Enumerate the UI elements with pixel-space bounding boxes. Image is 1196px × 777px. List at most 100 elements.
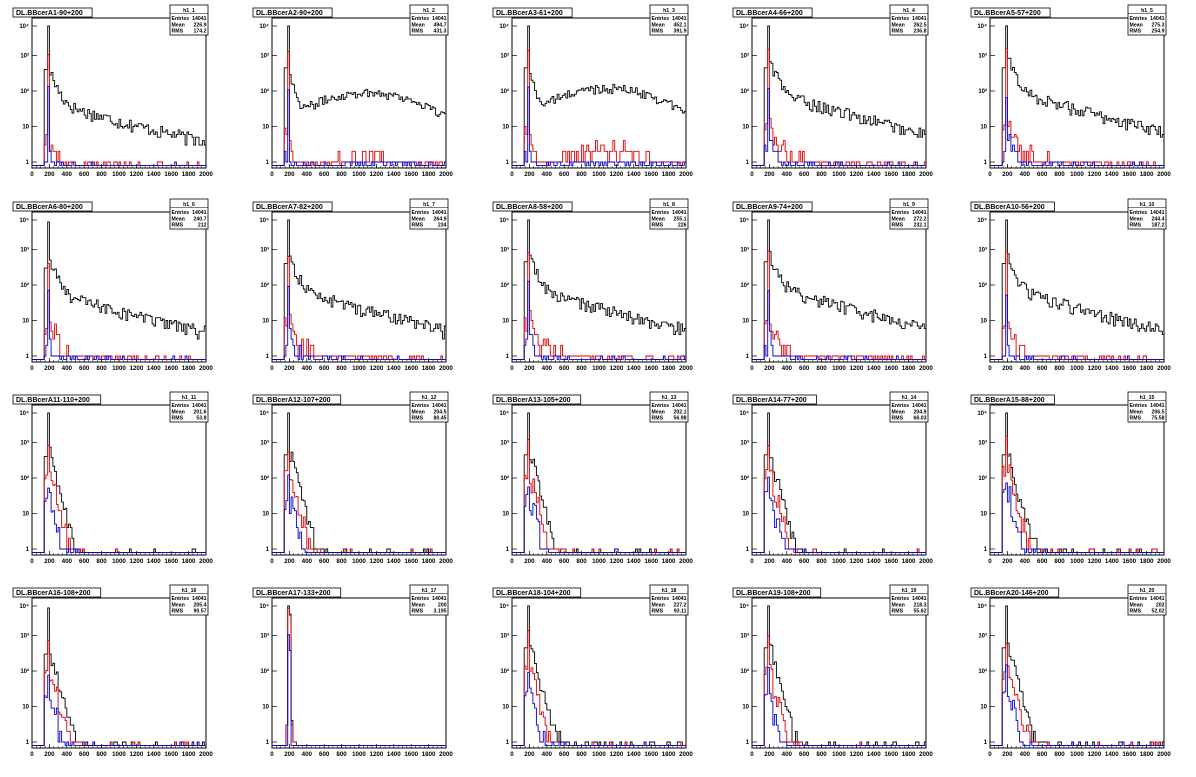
y-tick-label: 10² [20,282,29,289]
title-box [252,201,333,212]
y-tick-label: 10² [978,668,987,675]
x-tick-label: 1600 [1122,558,1136,565]
stats-box [1127,584,1167,616]
plot-frame [31,211,207,363]
stats-rms-label: RMS [412,416,424,422]
x-tick-label: 1200 [130,558,144,565]
stats-mean-value: 205.4 [194,602,207,608]
x-tick-label: 800 [576,365,587,372]
x-tick-label: 1000 [112,751,126,758]
x-tick-label: 600 [799,751,810,758]
stats-rms-label: RMS [652,416,664,422]
x-tick-label: 1400 [387,171,401,178]
x-tick-label: 600 [799,171,810,178]
y-tick-label: 10² [500,668,509,675]
x-tick-label: 2000 [439,751,453,758]
x-tick-label: 1200 [370,171,384,178]
histogram-panel: DL.BBcerA14-77+200 h1_14 Entries 14041 Mean 2… [732,391,933,565]
stats-entries-label: Entries [1130,596,1148,602]
stats-box [889,391,929,423]
stats-mean-value: 206.5 [1152,409,1165,415]
x-tick-label: 1800 [902,558,916,565]
stats-entries-value: 14041 [912,403,927,409]
x-tick-label: 1400 [1105,558,1119,565]
x-tick-label: 1200 [370,751,384,758]
stats-entries-label: Entries [652,403,670,409]
y-tick-label: 10 [742,319,749,325]
x-tick-label: 600 [319,171,330,178]
x-tick-label: 1600 [884,365,898,372]
x-tick-label: 1400 [627,365,641,372]
x-tick-label: 1000 [832,171,846,178]
stats-rms-label: RMS [652,223,664,229]
title-box [970,201,1055,212]
x-tick-label: 400 [782,365,793,372]
stats-box [169,391,209,423]
stats-box [1127,391,1167,423]
stats-mean-label: Mean [892,22,905,28]
stats-mean-value: 264.9 [434,216,447,222]
x-tick-label: 400 [1020,171,1031,178]
x-tick-label: 0 [510,751,514,758]
x-tick-label: 200 [764,365,775,372]
plot-frame [989,211,1165,363]
x-tick-label: 1200 [1088,751,1102,758]
x-tick-label: 200 [764,171,775,178]
stats-mean-label: Mean [412,602,425,608]
plot-frame [31,597,207,749]
stats-entries-label: Entries [652,16,670,22]
x-tick-label: 1000 [1070,365,1084,372]
histogram-blue-line [752,87,926,166]
x-tick-label: 1000 [1070,751,1084,758]
x-tick-label: 600 [79,365,90,372]
y-tick-label: 10³ [20,53,29,60]
y-tick-label: 10² [500,282,509,289]
x-tick-label: 1400 [867,365,881,372]
stats-name: h1_20 [1140,588,1155,594]
x-tick-label: 400 [302,171,313,178]
stats-name: h1_6 [183,202,195,208]
x-tick-label: 800 [336,751,347,758]
stats-name: h1_12 [422,395,437,401]
y-tick-label: 10 [980,125,987,131]
histogram-total-line [512,219,686,360]
title-box [12,201,93,212]
stats-rms-value: 66.03 [914,416,927,422]
x-tick-label: 2000 [919,558,933,565]
stats-rms-label: RMS [172,223,184,229]
x-tick-label: 0 [270,365,274,372]
y-tick-label: 10⁴ [977,411,987,417]
x-tick-label: 2000 [1157,171,1171,178]
x-tick-label: 800 [576,171,587,178]
histogram-title: DL.BBcerA10-56+200 [974,204,1045,211]
y-tick-label: 1 [26,740,30,746]
y-tick-label: 1 [26,354,30,360]
x-tick-label: 2000 [1157,751,1171,758]
y-tick-label: 10² [978,88,987,95]
x-tick-label: 1000 [832,558,846,565]
y-tick-label: 1 [266,354,270,360]
stats-entries-label: Entries [1130,210,1148,216]
histogram-title: DL.BBcerA5-57+200 [974,10,1041,17]
x-tick-label: 600 [79,751,90,758]
y-tick-label: 10⁴ [977,218,987,224]
histogram-blue-line [752,476,926,553]
stats-mean-value: 255.1 [674,216,687,222]
y-tick-label: 10² [260,88,269,95]
plot-frame [989,404,1165,556]
histogram-panel: DL.BBcerA1-90+200 h1_1 Entries 14041 Mean 226… [12,4,213,178]
stats-mean-label: Mean [1130,409,1143,415]
stats-mean-label: Mean [412,216,425,222]
stats-entries-label: Entries [172,596,190,602]
stats-rms-value: 90.57 [194,609,207,615]
stats-mean-value: 204.9 [914,409,927,415]
x-tick-label: 1600 [404,751,418,758]
x-tick-label: 800 [96,171,107,178]
x-tick-label: 1000 [1070,558,1084,565]
histogram-panel: DL.BBcerA15-88+200 h1_15 Entries 14041 Mean 2… [970,391,1171,565]
x-tick-label: 400 [542,365,553,372]
histogram-blue-line [32,289,206,360]
x-tick-label: 400 [782,558,793,565]
title-box [492,394,582,405]
title-box [492,587,582,598]
